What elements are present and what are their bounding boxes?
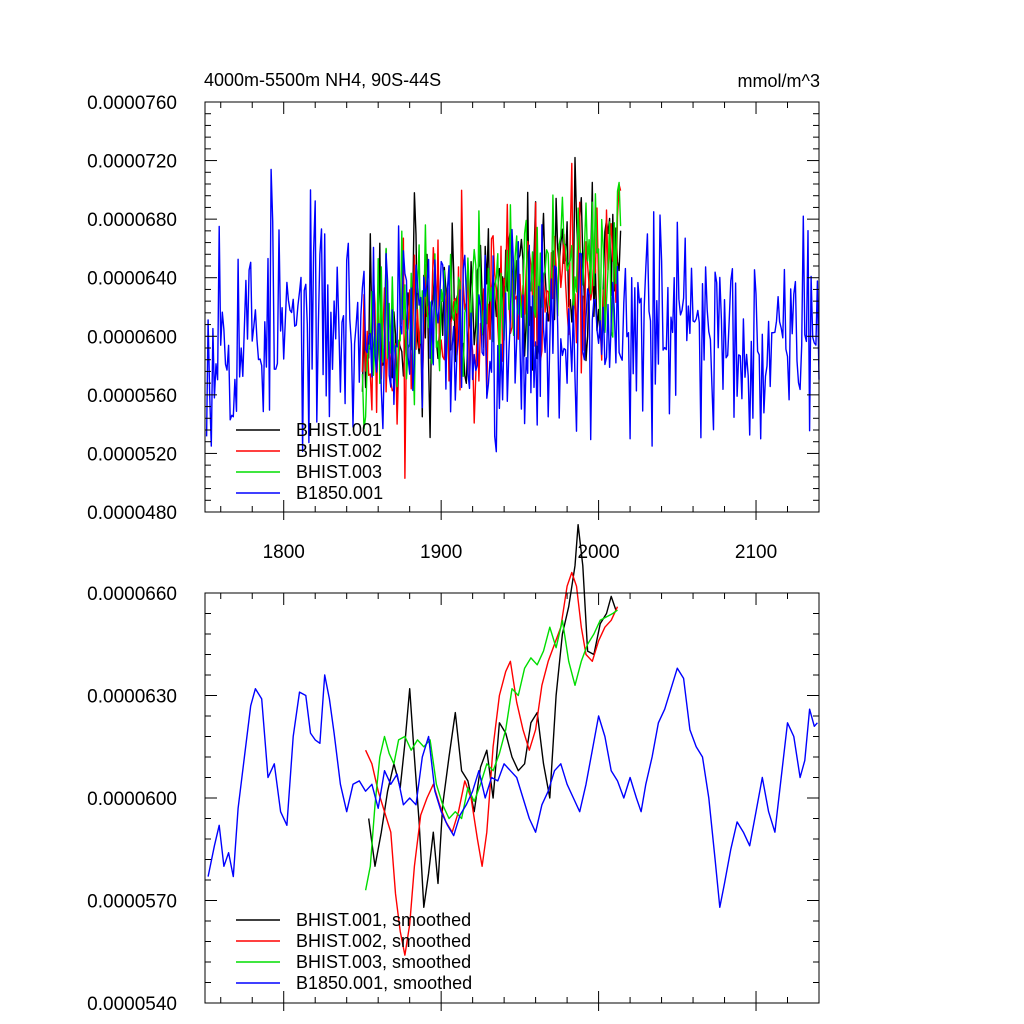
top-axes: 0.0000480 0.0000520 0.0000560 0.0000600 0.00… (87, 93, 820, 563)
bottom-axes: 0.0000540 0.0000570 0.0000600 0.0000630 0.00… (87, 584, 820, 1015)
x-tick-label-0-1: 1900 (420, 542, 462, 563)
legend-label-0-3: B1850.001 (296, 483, 383, 503)
legend-label-0-1: BHIST.002 (296, 441, 382, 461)
y-tick-label-0-2: 0.0000560 (87, 386, 177, 407)
y-tick-label-1-2: 0.0000600 (87, 789, 177, 810)
x-tick-label-0-2: 2000 (577, 542, 619, 563)
x-tick-label-0-0: 1800 (263, 542, 305, 563)
x-tick-label-0-3: 2100 (735, 542, 777, 563)
bottom-series-lines (207, 524, 818, 956)
series-line-1-2 (364, 609, 618, 891)
series-line-1-3 (207, 667, 818, 908)
y-tick-label-0-4: 0.0000640 (87, 269, 177, 290)
top-panel: 4000m-5500m NH4, 90S-44S mmol/m^3 0.0000… (87, 70, 820, 563)
legend-label-1-1: BHIST.002, smoothed (296, 931, 471, 951)
units-label: mmol/m^3 (738, 71, 820, 91)
series-line-1-1 (364, 571, 619, 956)
chart-title: 4000m-5500m NH4, 90S-44S (204, 70, 441, 90)
y-tick-label-1-1: 0.0000570 (87, 892, 177, 913)
series-line-0-2 (361, 181, 622, 430)
series-line-1-0 (368, 524, 617, 908)
y-tick-label-0-0: 0.0000480 (87, 503, 177, 524)
y-tick-label-0-3: 0.0000600 (87, 327, 177, 348)
top-plot-frame (204, 101, 820, 513)
series-line-0-1 (361, 162, 622, 479)
legend-label-0-2: BHIST.003 (296, 462, 382, 482)
y-tick-label-1-4: 0.0000660 (87, 584, 177, 605)
bottom-panel: 0.0000540 0.0000570 0.0000600 0.0000630 0.00… (87, 524, 820, 1015)
series-line-0-3 (205, 168, 820, 453)
y-tick-label-0-1: 0.0000520 (87, 444, 177, 465)
y-tick-label-0-7: 0.0000760 (87, 93, 177, 114)
y-tick-label-0-6: 0.0000720 (87, 152, 177, 173)
y-tick-label-1-0: 0.0000540 (87, 994, 177, 1015)
legend-label-1-0: BHIST.001, smoothed (296, 910, 471, 930)
legend-label-1-3: B1850.001, smoothed (296, 973, 472, 993)
legend-label-1-2: BHIST.003, smoothed (296, 952, 471, 972)
top-series-lines (205, 156, 820, 479)
legend-label-0-0: BHIST.001 (296, 420, 382, 440)
y-tick-label-0-5: 0.0000680 (87, 210, 177, 231)
y-tick-label-1-3: 0.0000630 (87, 687, 177, 708)
